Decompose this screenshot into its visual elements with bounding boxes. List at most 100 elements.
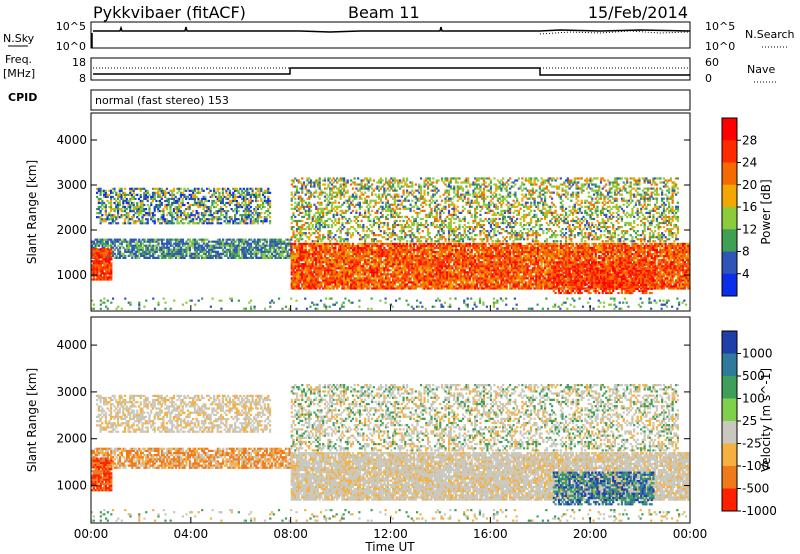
echo-cell <box>442 269 445 272</box>
echo-cell <box>304 277 307 280</box>
echo-cell <box>313 283 316 286</box>
echo-cell <box>216 210 219 213</box>
echo-cell <box>146 203 149 207</box>
echo-cell <box>304 242 307 246</box>
echo-cell <box>167 199 170 203</box>
echo-cell <box>95 212 99 215</box>
echo-cell <box>101 242 104 245</box>
echo-cell <box>213 254 216 257</box>
echo-cell <box>247 201 251 205</box>
echo-cell <box>158 201 162 205</box>
echo-cell <box>290 263 293 266</box>
echo-cell <box>343 265 346 268</box>
echo-cell <box>379 281 382 284</box>
echo-cell <box>92 266 95 269</box>
echo-cell <box>255 250 258 253</box>
echo-cell <box>414 283 417 286</box>
echo-cell <box>432 283 435 286</box>
echo-cell <box>308 248 311 252</box>
echo-cell <box>472 242 475 246</box>
echo-cell <box>463 242 466 246</box>
echo-cell <box>339 267 342 270</box>
echo-cell <box>430 259 433 262</box>
echo-cell <box>383 267 386 270</box>
echo-cell <box>516 267 519 270</box>
echo-cell <box>131 238 134 241</box>
echo-cell <box>232 250 235 253</box>
echo-cell <box>258 203 261 207</box>
echo-cell <box>376 281 379 284</box>
echo-cell <box>323 255 327 258</box>
echo-cell <box>123 218 127 221</box>
echo-cell <box>309 246 313 250</box>
echo-cell <box>395 275 398 278</box>
echo-cell <box>332 287 335 290</box>
echo-cell <box>379 242 382 246</box>
echo-cell <box>507 250 510 254</box>
echo-cell <box>498 263 501 266</box>
echo-cell <box>477 271 480 274</box>
echo-cell <box>225 216 228 219</box>
echo-cell <box>253 252 256 255</box>
echo-cell <box>157 220 160 223</box>
echo-cell <box>268 216 272 219</box>
echo-cell <box>228 193 231 196</box>
echo-cell <box>402 285 405 288</box>
echo-cell <box>202 197 205 201</box>
echo-cell <box>251 222 254 225</box>
echo-cell <box>136 207 139 211</box>
echo-cell <box>237 218 240 221</box>
echo-cell <box>131 244 134 247</box>
echo-cell <box>136 246 139 249</box>
echo-cell <box>346 287 349 290</box>
echo-cell <box>181 222 184 225</box>
echo-cell <box>460 257 463 260</box>
echo-cell <box>269 250 272 253</box>
echo-cell <box>129 242 132 245</box>
echo-cell <box>353 250 356 254</box>
echo-cell <box>313 248 316 252</box>
echo-cell <box>495 244 498 248</box>
echo-cell <box>407 269 410 272</box>
echo-cell <box>524 267 527 270</box>
echo-cell <box>157 199 160 203</box>
echo-cell <box>421 279 424 282</box>
echo-cell <box>365 242 368 246</box>
echo-cell <box>386 279 389 282</box>
echo-cell <box>386 259 389 262</box>
echo-cell <box>253 222 256 225</box>
echo-cell <box>362 250 365 254</box>
echo-cell <box>232 244 235 247</box>
echo-cell <box>430 279 433 282</box>
echo-cell <box>240 201 244 205</box>
echo-cell <box>306 250 309 254</box>
echo-cell <box>437 267 440 270</box>
echo-cell <box>442 265 445 268</box>
echo-cell <box>190 214 193 217</box>
echo-cell <box>350 277 353 280</box>
echo-cell <box>454 283 458 286</box>
echo-cell <box>498 252 501 256</box>
echo-cell <box>216 256 219 259</box>
echo-cell <box>329 255 332 258</box>
echo-cell <box>232 187 235 190</box>
echo-cell <box>129 250 132 253</box>
echo-cell <box>391 242 395 246</box>
echo-cell <box>129 199 132 203</box>
echo-cell <box>117 252 120 255</box>
echo-cell <box>313 257 316 260</box>
echo-cell <box>110 276 113 279</box>
echo-cell <box>458 252 461 256</box>
echo-cell <box>158 218 162 221</box>
echo-cell <box>332 269 335 272</box>
echo-cell <box>517 257 520 260</box>
echo-cell <box>325 252 328 256</box>
echo-cell <box>416 265 419 268</box>
echo-cell <box>92 250 95 253</box>
echo-cell <box>132 203 135 207</box>
echo-cell <box>246 193 249 196</box>
echo-cell <box>456 271 459 274</box>
echo-cell <box>430 275 433 278</box>
echo-cell <box>181 199 184 203</box>
